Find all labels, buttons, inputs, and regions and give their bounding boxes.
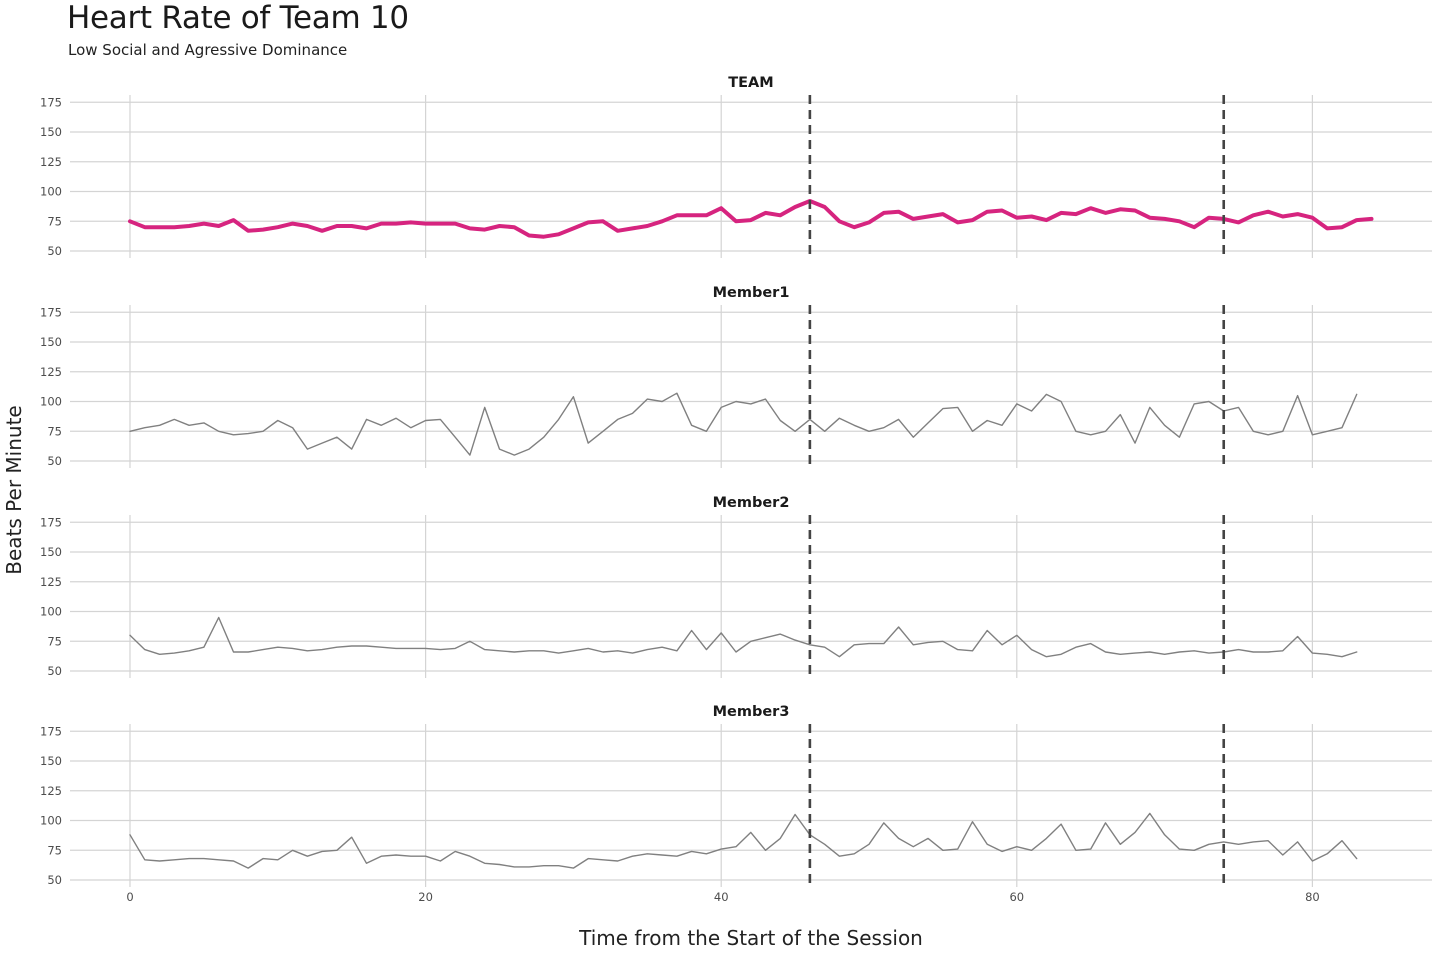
panel-member2: Member2 50 75 100 125 150 175 — [40, 495, 1432, 678]
chart-title: Heart Rate of Team 10 — [67, 0, 409, 36]
y-tick-label: 125 — [40, 365, 62, 379]
y-tick-label: 175 — [40, 724, 62, 738]
panel-member1: Member1 50 75 100 125 150 175 — [40, 285, 1432, 468]
member-series-line — [129, 812, 1358, 869]
y-tick-label: 175 — [40, 305, 62, 319]
y-tick-label: 50 — [47, 873, 62, 887]
x-tick-label: 40 — [714, 890, 729, 904]
y-tick-label: 75 — [47, 214, 62, 228]
y-tick-label: 75 — [47, 424, 62, 438]
y-tick-label: 50 — [47, 244, 62, 258]
panel-team: TEAM 50 75 100 125 150 175 — [40, 75, 1432, 258]
x-tick-label: 0 — [126, 890, 133, 904]
y-tick-label: 175 — [40, 95, 62, 109]
y-tick-label: 125 — [40, 784, 62, 798]
panel-member3: Member3 50 75 100 125 150 175 — [40, 704, 1432, 887]
chart-subtitle: Low Social and Agressive Dominance — [68, 41, 348, 59]
y-tick-label: 150 — [40, 754, 62, 768]
y-tick-label: 100 — [40, 814, 62, 828]
y-tick-label: 150 — [40, 125, 62, 139]
y-tick-label: 75 — [47, 634, 62, 648]
y-tick-label: 50 — [47, 664, 62, 678]
y-tick-label: 175 — [40, 515, 62, 529]
team-series-line — [128, 199, 1374, 239]
member-series-line — [129, 616, 1358, 658]
x-tick-label: 20 — [418, 890, 433, 904]
y-tick-label: 125 — [40, 155, 62, 169]
y-tick-label: 150 — [40, 335, 62, 349]
panel-label: Member3 — [713, 704, 790, 720]
y-tick-label: 125 — [40, 575, 62, 589]
panel-label: Member1 — [713, 285, 790, 301]
member-series-line — [129, 392, 1358, 456]
y-tick-label: 100 — [40, 185, 62, 199]
y-tick-label: 50 — [47, 454, 62, 468]
x-tick-label: 60 — [1009, 890, 1024, 904]
x-tick-label: 80 — [1305, 890, 1320, 904]
panel-label: Member2 — [713, 495, 790, 511]
y-tick-label: 150 — [40, 545, 62, 559]
panel-label: TEAM — [728, 75, 773, 91]
x-axis-label: Time from the Start of the Session — [579, 926, 923, 950]
y-tick-label: 75 — [47, 843, 62, 857]
y-tick-label: 100 — [40, 605, 62, 619]
y-tick-label: 100 — [40, 395, 62, 409]
